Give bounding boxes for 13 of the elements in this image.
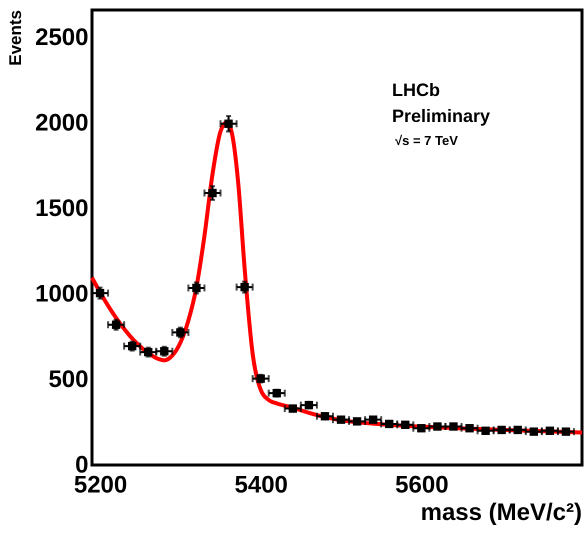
y-tick-label: 1000 [35, 280, 88, 308]
annotation: √s = 7 TeV [395, 133, 458, 148]
y-tick-label: 1500 [35, 194, 88, 222]
y-tick-label: 2500 [35, 24, 88, 51]
y-axis-title: Events [6, 10, 25, 66]
x-tick-label: 5600 [395, 472, 449, 498]
x-tick-label: 5200 [74, 472, 128, 498]
annotation: LHCb [392, 80, 440, 100]
annotation: Preliminary [392, 106, 490, 126]
y-tick-label: 2000 [35, 109, 88, 136]
x-axis-title: mass (MeV/c²) [420, 499, 582, 526]
y-tick-label: 500 [48, 366, 88, 393]
x-tick-label: 5400 [234, 472, 288, 498]
